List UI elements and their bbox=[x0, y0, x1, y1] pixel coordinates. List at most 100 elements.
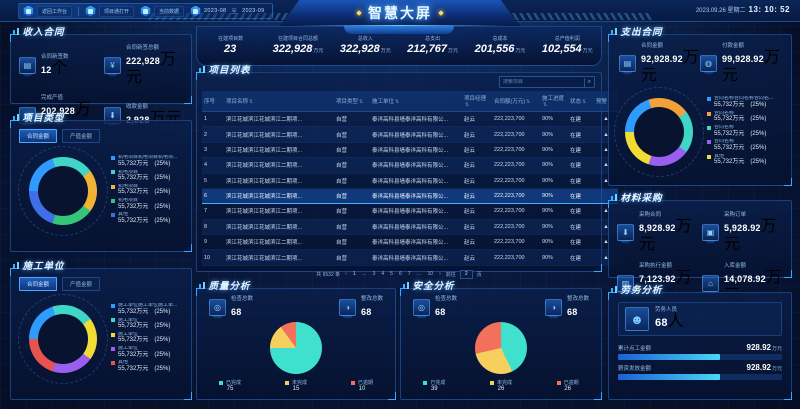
title-bars-icon bbox=[403, 281, 409, 289]
date-range-picker[interactable]: 2023-08 至 2023-09 bbox=[190, 5, 264, 17]
sort-icon[interactable]: ⇅ bbox=[395, 99, 400, 105]
pager-page[interactable]: 3 bbox=[372, 271, 376, 278]
legend-item[interactable]: 施工单位 55,732万元 (25%) bbox=[111, 318, 185, 330]
tab-output-amount[interactable]: 产值金额 bbox=[62, 129, 101, 143]
current-data-button[interactable]: 当前数据 bbox=[140, 5, 185, 17]
kpi-unit: 万元 bbox=[380, 47, 391, 54]
legend-item[interactable]: 施工单位 55,732万元 (25%) bbox=[111, 346, 185, 358]
legend-item[interactable]: 合同名称合同名称合同名... 55,732万元 (25%) bbox=[707, 96, 785, 108]
project-type-chart-area: 机电项目机电项目机电项... 55,732万元 (25%) 机电项目 55,732万元… bbox=[11, 143, 191, 237]
pager-goto-input[interactable] bbox=[459, 269, 473, 279]
sort-icon[interactable]: ⇅ bbox=[249, 99, 254, 105]
back-to-workbench-button[interactable]: 返回工作台 bbox=[23, 5, 73, 17]
project-type: 自营 bbox=[334, 111, 370, 128]
progress-fill bbox=[618, 374, 720, 380]
stat-label: 采购执行金额 bbox=[639, 263, 673, 270]
sort-icon[interactable]: ⇅ bbox=[359, 99, 364, 105]
quality-pie-chart[interactable] bbox=[270, 321, 322, 374]
pager-page[interactable]: 4 bbox=[381, 271, 385, 278]
table-row[interactable]: 3 滨江花城滨江花城滨江二期项... 自营 泰洋高科县墙泰洋高科有限公... 赵云 222… bbox=[202, 142, 618, 159]
contract-amount: 222,223,700 bbox=[492, 111, 540, 128]
stat-value: 5,928.92 bbox=[724, 223, 761, 234]
pager-page[interactable]: … bbox=[416, 271, 422, 278]
legend-item[interactable]: 施工单位施工单位施工单... 55,732万元 (25%) bbox=[111, 303, 185, 315]
legend-label: 未完成 bbox=[496, 379, 512, 386]
warehouse-icon: ⌂ bbox=[702, 275, 719, 293]
progress: 90% bbox=[540, 219, 568, 236]
kpi-item: 总产值利润 102,554万元 bbox=[534, 36, 601, 55]
sort-icon[interactable]: ⇅ bbox=[465, 102, 470, 108]
pie-legend-item[interactable]: 已完成 75 bbox=[218, 380, 241, 394]
legend-value: 55,732万元 (25%) bbox=[118, 308, 171, 315]
title-plate bbox=[280, 0, 520, 26]
table-column-header[interactable]: 项目经理⇅ bbox=[462, 91, 492, 112]
project-type-donut-chart[interactable] bbox=[17, 145, 109, 237]
pie-legend-item[interactable]: 已逾期 10 bbox=[350, 380, 373, 394]
pager-page[interactable]: … bbox=[361, 271, 367, 278]
table-column-header[interactable]: 施工单位⇅ bbox=[370, 91, 462, 112]
tab-output-amount[interactable]: 产值金额 bbox=[62, 277, 101, 291]
legend-label: 已完成 bbox=[430, 379, 446, 386]
table-row[interactable]: 2 滨江花城滨江花城滨江二期项... 自营 泰洋高科县墙泰洋高科有限公... 赵云 222… bbox=[202, 126, 618, 143]
legend-item[interactable]: 机电项目 55,732万元 (25%) bbox=[111, 198, 185, 210]
table-column-header[interactable]: 项目类型⇅ bbox=[334, 91, 370, 112]
table-row[interactable]: 5 滨江花城滨江花城滨江二期项... 自营 泰洋高科县墙泰洋高科有限公... 赵云 222… bbox=[202, 173, 618, 189]
search-icon[interactable]: ⌕ bbox=[587, 78, 591, 85]
sort-icon[interactable]: ⇅ bbox=[582, 99, 587, 105]
legend-item[interactable]: 合同名称 55,732万元 (25%) bbox=[707, 125, 785, 137]
legend-item[interactable]: 其他 55,732万元 (25%) bbox=[111, 360, 185, 372]
pager-next[interactable]: › bbox=[439, 271, 441, 278]
legend-item[interactable]: 合同名称 55,732万元 (25%) bbox=[707, 139, 785, 151]
search-project-box[interactable]: ⌕ bbox=[499, 76, 595, 88]
stat-item: ◎ 检查总数 68 bbox=[209, 296, 253, 320]
legend-item[interactable]: 其他 55,732万元 (25%) bbox=[707, 154, 785, 166]
status: 在建 bbox=[568, 234, 594, 251]
pager-page[interactable]: 7 bbox=[407, 271, 411, 278]
sort-icon[interactable]: ⇅ bbox=[526, 99, 531, 105]
legend-item[interactable]: 其他 55,732万元 (25%) bbox=[111, 212, 185, 224]
table-row[interactable]: 1 滨江花城滨江花城滨江二期项... 自营 泰洋高科县墙泰洋高科有限公... 赵云 222… bbox=[202, 111, 618, 128]
table-row[interactable]: 9 滨江花城滨江花城滨江二期项... 自营 泰洋高科县墙泰洋高科有限公... 赵云 222… bbox=[202, 234, 618, 251]
legend-item[interactable]: 施工单位 55,732万元 (25%) bbox=[111, 332, 185, 344]
contract-amount: 222,223,700 bbox=[492, 219, 540, 236]
table-row[interactable]: 7 滨江花城滨江花城滨江二期项... 自营 泰洋高科县墙泰洋高科有限公... 赵云 222… bbox=[202, 203, 618, 220]
project-name: 滨江花城滨江花城滨江二期项... bbox=[224, 249, 334, 266]
income-title-text: 收入合同 bbox=[22, 27, 65, 38]
table-row[interactable]: 10 滨江花城滨江花城滨江二期项... 自营 泰洋高科县墙泰洋高科有限公... 赵云 22… bbox=[202, 249, 618, 266]
table-row[interactable]: 8 滨江花城滨江花城滨江二期项... 自营 泰洋高科县墙泰洋高科有限公... 赵云 222… bbox=[202, 219, 618, 236]
legend-color-swatch bbox=[111, 361, 115, 366]
construction-unit-donut-chart[interactable] bbox=[17, 293, 109, 385]
table-row[interactable]: 6 滨江花城滨江花城滨江二期项... 自营 泰洋高科县墙泰洋高科有限公... 赵云 222… bbox=[202, 187, 618, 205]
project-open-button[interactable]: 项目通打开 bbox=[85, 5, 135, 17]
stat-item: ◑ 整改总数 68 bbox=[544, 296, 589, 320]
pager-prev[interactable]: ‹ bbox=[345, 271, 347, 278]
table-column-header[interactable]: 施工进度⇅ bbox=[540, 91, 568, 112]
tab-contract-amount[interactable]: 合同金额 bbox=[19, 277, 58, 291]
legend-item[interactable]: 机电项目 55,732万元 (25%) bbox=[111, 170, 185, 182]
pie-legend-item[interactable]: 未完成 26 bbox=[489, 379, 512, 394]
pie-legend-item[interactable]: 已逾期 26 bbox=[556, 380, 579, 394]
legend-item[interactable]: 合同名称 55,732万元 (25%) bbox=[707, 111, 785, 123]
tab-contract-amount[interactable]: 合同金额 bbox=[19, 129, 58, 143]
search-input[interactable] bbox=[503, 79, 581, 85]
pie-legend-item[interactable]: 已完成 39 bbox=[423, 380, 445, 394]
quality-panel-title: 质量分析 bbox=[199, 278, 251, 292]
table-column-header[interactable]: 项目名称⇅ bbox=[224, 91, 334, 112]
purchase-contract-icon: ⬇ bbox=[617, 224, 634, 242]
pager-page[interactable]: 5 bbox=[390, 271, 393, 278]
legend-item[interactable]: 机电项目机电项目机电项... 55,732万元 (25%) bbox=[111, 155, 185, 167]
construction-unit-legend: 施工单位施工单位施工单... 55,732万元 (25%) 施工单位 55,732万元… bbox=[109, 303, 185, 375]
expense-donut-chart[interactable] bbox=[613, 86, 705, 178]
table-row[interactable]: 4 滨江花城滨江花城滨江二期项... 自营 泰洋高科县墙泰洋高科有限公... 赵云 222… bbox=[202, 157, 618, 174]
legend-value: 55,732万元 (25%) bbox=[118, 203, 171, 210]
construction-unit-tabs: 合同金额 产值金额 bbox=[11, 269, 191, 291]
pager-page[interactable]: 6 bbox=[398, 271, 402, 278]
table-column-header[interactable]: 合同额(万元)⇅ bbox=[492, 91, 540, 112]
table-column-header[interactable]: 状态⇅ bbox=[568, 91, 594, 112]
pager-page[interactable]: 10 bbox=[427, 271, 434, 278]
pie-legend-item[interactable]: 未完成 15 bbox=[284, 380, 307, 394]
pager-current-page[interactable]: 1 bbox=[352, 271, 356, 278]
safety-pie-chart[interactable] bbox=[475, 321, 527, 374]
sort-icon[interactable]: ⇅ bbox=[543, 102, 548, 108]
legend-item[interactable]: 机电项目 55,732万元 (25%) bbox=[111, 184, 185, 196]
